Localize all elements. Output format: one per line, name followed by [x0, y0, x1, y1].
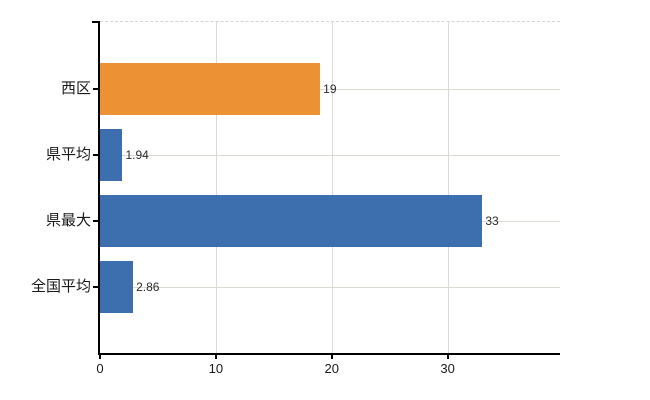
- bar: [100, 195, 483, 247]
- y-gridline: [100, 155, 560, 156]
- x-gridline: [331, 22, 333, 353]
- category-label: 西区: [60, 80, 91, 97]
- bar: [100, 129, 123, 181]
- category-tick: [93, 286, 100, 288]
- x-axis-tick: [99, 353, 101, 359]
- x-axis-tick: [330, 353, 333, 359]
- x-tick-label: 30: [440, 361, 455, 376]
- y-gridline: [100, 287, 560, 288]
- category-label: 県平均: [45, 146, 91, 163]
- x-gridline: [447, 22, 449, 353]
- value-label: 19: [323, 82, 337, 96]
- x-axis-line: [98, 353, 560, 355]
- value-label: 1.94: [125, 148, 149, 162]
- x-tick-label: 20: [324, 361, 339, 376]
- category-label: 全国平均: [30, 278, 91, 295]
- bar: [100, 261, 134, 313]
- x-axis-tick: [446, 353, 449, 359]
- x-tick-label: 0: [96, 361, 104, 376]
- y-axis-line: [98, 21, 100, 355]
- category-tick: [93, 88, 100, 90]
- plot-top-border: [100, 21, 560, 22]
- x-axis-tick: [214, 353, 217, 359]
- x-tick-label: 10: [208, 361, 224, 376]
- value-label: 2.86: [136, 280, 160, 294]
- y-axis-end-tick: [92, 21, 100, 23]
- category-tick: [93, 154, 100, 156]
- value-label: 33: [485, 214, 499, 228]
- category-tick: [93, 220, 100, 222]
- category-label: 県最大: [45, 212, 91, 229]
- y-gridline: [100, 89, 560, 90]
- x-gridline: [215, 22, 217, 353]
- bar: [100, 63, 321, 115]
